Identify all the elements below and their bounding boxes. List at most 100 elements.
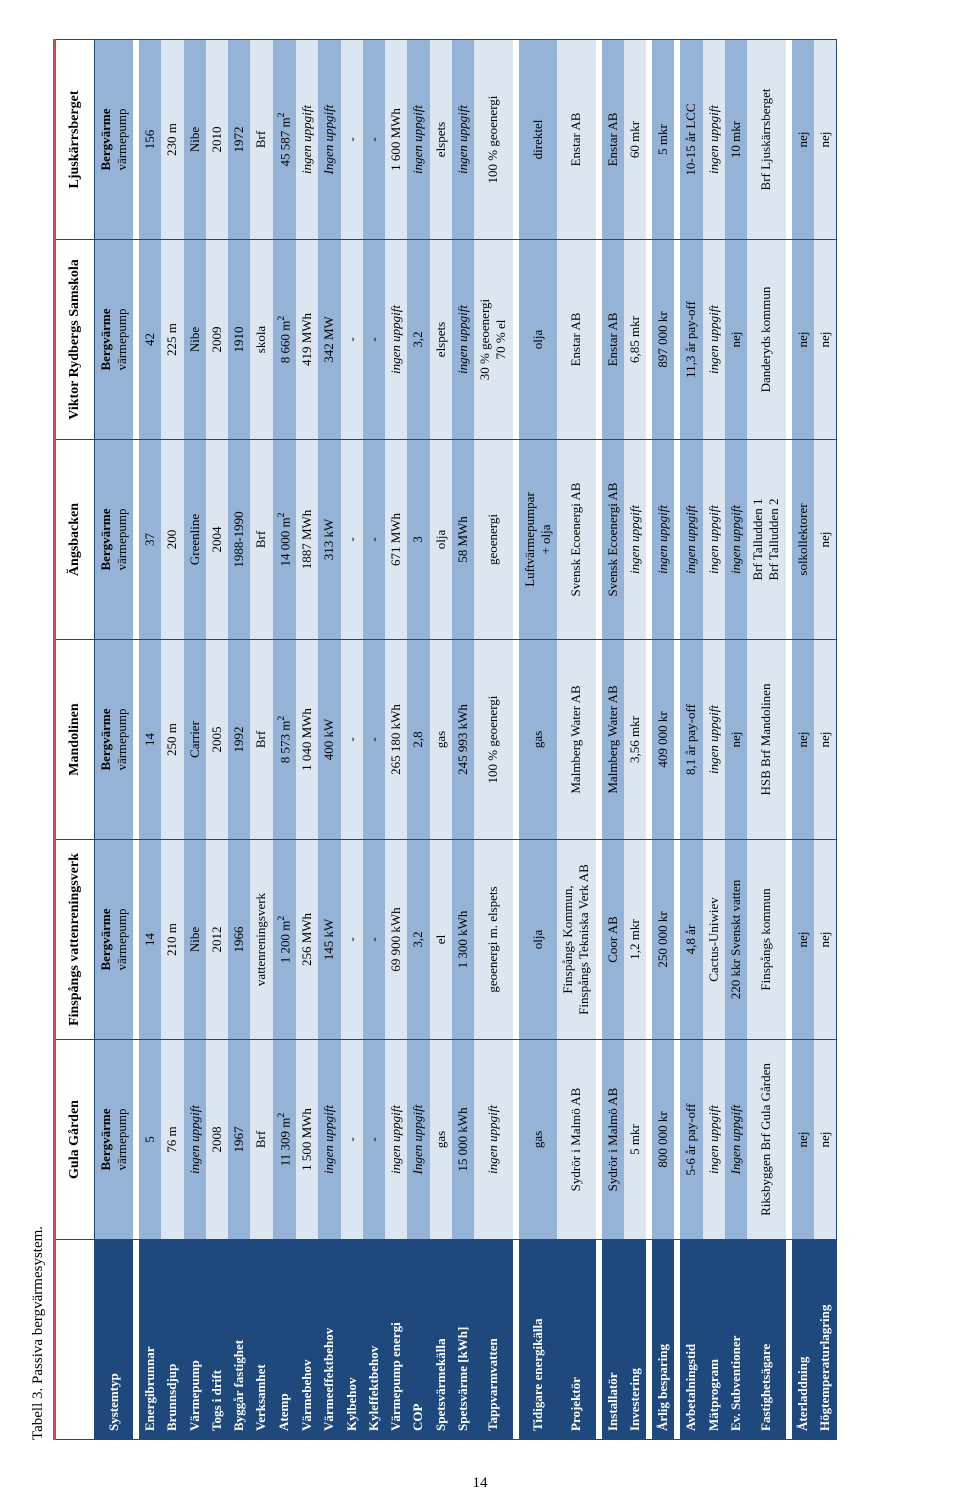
table-row: Investering5 mkr1,2 mkr3,56 mkringen upp… [624,40,646,1440]
data-cell: Finspångs Kommun,Finspångs Tekniska Verk… [557,840,596,1040]
data-cell: 3,56 mkr [624,640,646,840]
data-cell: 256 MWh [296,840,318,1040]
row-label: Systemtyp [94,1240,133,1440]
data-cell: Bergvärmevärmepump [94,1040,133,1240]
data-table: Gula Gården Finspångs vattenreningsverk … [53,39,837,1440]
data-cell: Cactus-Uniwiev [703,840,725,1040]
row-label: Mätprogram [703,1240,725,1440]
data-cell: Ingen uppgift [318,40,340,240]
table-row: Spetsvärmekällagaselgasoljaelspetselspet… [430,40,452,1440]
data-cell: 8,1 år pay-off [680,640,702,840]
data-cell: 10-15 år LCC [680,40,702,240]
data-cell: 409 000 kr [652,640,674,840]
data-cell: nej [792,40,814,240]
table-row: FastighetsägareRiksbyggen Brf Gula Gårde… [747,40,786,1440]
data-cell: gas [519,640,558,840]
data-cell: 11 309 m2 [273,1040,297,1240]
row-label: Kylbehov [341,1240,363,1440]
data-cell: Danderyds kommun [747,240,786,440]
data-cell: Brf [250,1040,272,1240]
data-cell: 1988-1990 [228,440,250,640]
data-cell: 1 300 kWh [452,840,474,1040]
data-cell: 210 m [161,840,183,1040]
table-row: Värmeeffektbehovingen uppgift145 kW400 k… [318,40,340,1440]
row-label: Värmepump energi [385,1240,407,1440]
row-label: Värmeeffektbehov [318,1240,340,1440]
data-cell: gas [519,1040,558,1240]
data-cell: ingen uppgift [703,240,725,440]
row-label: Avbetalningstid [680,1240,702,1440]
data-cell: ingen uppgift [385,1040,407,1240]
data-cell: 5 [139,1040,161,1240]
row-label: Spetsvärmekälla [430,1240,452,1440]
data-cell: 230 m [161,40,183,240]
data-cell: 250 000 kr [652,840,674,1040]
data-cell: 1,2 mkr [624,840,646,1040]
data-cell: 671 MWh [385,440,407,640]
table-row: Energibrunnar514143742156 [139,40,161,1440]
data-cell: Enstar AB [557,40,596,240]
data-cell: 265 180 kWh [385,640,407,840]
data-cell: Ingen uppgift [407,1040,429,1240]
data-cell: 10 mkr [725,40,747,240]
table-row: Atemp11 309 m21 200 m28 573 m214 000 m28… [273,40,297,1440]
data-cell: Nibe [184,40,206,240]
data-cell: - [363,40,385,240]
row-label: Investering [624,1240,646,1440]
col-header: Gula Gården [55,1040,95,1240]
data-cell: 1 500 MWh [296,1040,318,1240]
col-header: Ängsbacken [55,440,95,640]
table-row: InstallatörSydrör i Malmö ABCoor ABMalmb… [602,40,624,1440]
data-cell: 250 m [161,640,183,840]
data-cell: - [363,1040,385,1240]
row-label: Värmepump [184,1240,206,1440]
row-label: Brunnsdjup [161,1240,183,1440]
data-cell: 1972 [228,40,250,240]
row-label: COP [407,1240,429,1440]
col-header: Viktor Rydbergs Samskola [55,240,95,440]
data-cell: Carrier [184,640,206,840]
table-caption: Tabell 3. Passiva bergvärmesystem. [30,40,47,1440]
table-row: Spetsvärme [kWh]15 000 kWh1 300 kWh245 9… [452,40,474,1440]
data-cell: Riksbyggen Brf Gula Gården [747,1040,786,1240]
data-cell: ingen uppgift [703,40,725,240]
data-cell: 145 kW [318,840,340,1040]
data-cell: 3 [407,440,429,640]
data-cell: Bergvärmevärmepump [94,840,133,1040]
data-cell: 3,2 [407,240,429,440]
data-cell: 60 mkr [624,40,646,240]
table-row: Kylbehov------ [341,40,363,1440]
table-row: Tidigare energikällagasoljagasLuftvärmep… [519,40,558,1440]
col-header: Ljuskärrsberget [55,40,95,240]
data-cell: nej [792,1040,814,1240]
data-cell: 5-6 år pay-off [680,1040,702,1240]
row-label: Kyleffektbehov [363,1240,385,1440]
data-cell: elspets [430,240,452,440]
data-cell: 156 [139,40,161,240]
row-label: Byggår fastighet [228,1240,250,1440]
data-cell: olja [519,240,558,440]
table-row: Återladdningnejnejnejsolkollektorernejne… [792,40,814,1440]
data-cell: gas [430,1040,452,1240]
data-cell: 8 573 m2 [273,640,297,840]
row-label: Fastighetsägare [747,1240,786,1440]
table-row: Brunnsdjup76 m210 m250 m200225 m230 m [161,40,183,1440]
data-cell: - [341,240,363,440]
data-cell: 6,85 mkr [624,240,646,440]
row-label: Spetsvärme [kWh] [452,1240,474,1440]
data-cell: geoenergi m. elspets [474,840,513,1040]
table-row: Ev. SubventionerIngen uppgift220 kkr Sve… [725,40,747,1440]
data-cell: Nibe [184,240,206,440]
data-cell: Luftvärmepumpar+ olja [519,440,558,640]
data-cell: 100 % geoenergi [474,640,513,840]
data-cell: 245 993 kWh [452,640,474,840]
data-cell: - [363,240,385,440]
data-cell: Sydrör i Malmö AB [602,1040,624,1240]
data-cell: Greenline [184,440,206,640]
table-row: Årlig besparing800 000 kr250 000 kr409 0… [652,40,674,1440]
data-cell: ingen uppgift [725,440,747,640]
row-label: Högtemperaturlagring [814,1240,837,1440]
data-cell: 8 660 m2 [273,240,297,440]
data-cell: Brf [250,440,272,640]
data-cell: 1967 [228,1040,250,1240]
